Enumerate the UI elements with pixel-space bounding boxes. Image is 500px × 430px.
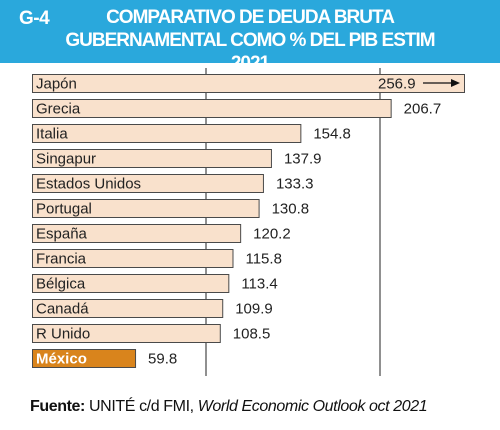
value-label: 130.8 xyxy=(272,201,310,218)
source-text: UNITÉ c/d FMI, xyxy=(84,398,198,415)
bar xyxy=(32,74,465,93)
truncation-arrow-head xyxy=(451,79,460,87)
bar xyxy=(32,299,224,318)
category-label: R Unido xyxy=(36,326,90,343)
category-label: Grecia xyxy=(36,101,81,118)
value-label: 256.9 xyxy=(378,76,416,93)
category-label: Singapur xyxy=(36,151,96,168)
category-label: Francia xyxy=(36,251,87,268)
value-label: 108.5 xyxy=(233,326,271,343)
bar xyxy=(32,149,272,168)
value-label: 137.9 xyxy=(284,151,322,168)
chart-header: G-4 COMPARATIVO DE DEUDA BRUTA GUBERNAME… xyxy=(0,0,500,74)
bar xyxy=(32,174,264,193)
bar-series: Japón 256.9 Grecia 206.7 Italia 154.8 Singapur… xyxy=(32,74,465,368)
source-label: Fuente: xyxy=(30,398,85,415)
value-label: 133.3 xyxy=(276,176,314,193)
bar xyxy=(32,249,234,268)
category-label: España xyxy=(36,226,88,243)
category-label: Portugal xyxy=(36,201,92,218)
category-label: Canadá xyxy=(36,301,89,318)
bar xyxy=(32,224,242,243)
category-label: Japón xyxy=(36,76,77,93)
source-publication: World Economic Outlook oct 2021 xyxy=(197,398,428,415)
bar xyxy=(32,349,137,368)
value-label: 115.8 xyxy=(245,251,281,268)
category-label: Estados Unidos xyxy=(36,176,141,193)
bar xyxy=(32,324,221,343)
bar xyxy=(32,99,392,118)
value-label: 113.4 xyxy=(241,276,277,293)
value-label: 206.7 xyxy=(404,101,442,118)
source-note: Fuente: UNITÉ c/d FMI, World Economic Ou… xyxy=(30,398,428,416)
bar-chart: Japón 256.9 Grecia 206.7 Italia 154.8 Singapur… xyxy=(32,68,465,376)
value-label: 120.2 xyxy=(253,226,291,243)
category-label: Bélgica xyxy=(36,276,86,293)
chart-plot-area: Japón 256.9 Grecia 206.7 Italia 154.8 Singapur… xyxy=(0,63,500,385)
bar xyxy=(32,124,302,143)
value-label: 59.8 xyxy=(148,351,177,368)
value-label: 109.9 xyxy=(235,301,273,318)
bar xyxy=(32,199,260,218)
chart-title: COMPARATIVO DE DEUDA BRUTA GUBERNAMENTAL… xyxy=(65,7,435,74)
value-label: 154.8 xyxy=(313,126,351,143)
figure-number: G-4 xyxy=(19,8,50,29)
category-label: Italia xyxy=(36,126,68,143)
category-label: México xyxy=(36,351,87,368)
bar xyxy=(32,274,230,293)
